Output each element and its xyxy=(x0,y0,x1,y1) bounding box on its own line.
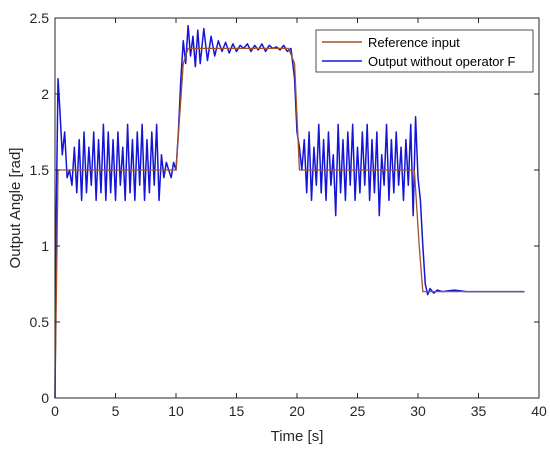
tick-layer: 0 5 10 15 20 25 30 35 40 0 0.5 1 1.5 2 2.5 xyxy=(30,10,547,419)
plot-background xyxy=(55,18,539,398)
legend-box xyxy=(315,29,534,73)
legend-label-output-without-operator-f: Output without operator F xyxy=(368,54,515,69)
x-tick-label: 15 xyxy=(229,403,245,419)
y-tick-label: 2.5 xyxy=(30,10,50,26)
x-tick-label: 20 xyxy=(289,403,305,419)
series-layer xyxy=(54,24,525,399)
x-tick-label: 5 xyxy=(112,403,120,419)
y-tick-label: 0.5 xyxy=(30,314,50,330)
x-tick-label: 40 xyxy=(531,403,547,419)
x-tick-label: 35 xyxy=(471,403,487,419)
y-tick-label: 0 xyxy=(41,390,49,406)
y-tick-label: 2 xyxy=(41,86,49,102)
x-tick-label: 0 xyxy=(51,403,59,419)
x-axis-label: Time [s] xyxy=(271,428,324,445)
x-tick-label: 30 xyxy=(410,403,426,419)
legend: Reference input Output without operator … xyxy=(315,29,534,73)
series-line-reference-input xyxy=(54,47,525,399)
y-axis-label: Output Angle [rad] xyxy=(7,148,24,269)
y-tick-label: 1 xyxy=(41,238,49,254)
x-tick-label: 10 xyxy=(168,403,184,419)
x-tick-label: 25 xyxy=(350,403,366,419)
legend-label-reference-input: Reference input xyxy=(368,35,460,50)
y-tick-label: 1.5 xyxy=(30,162,50,178)
